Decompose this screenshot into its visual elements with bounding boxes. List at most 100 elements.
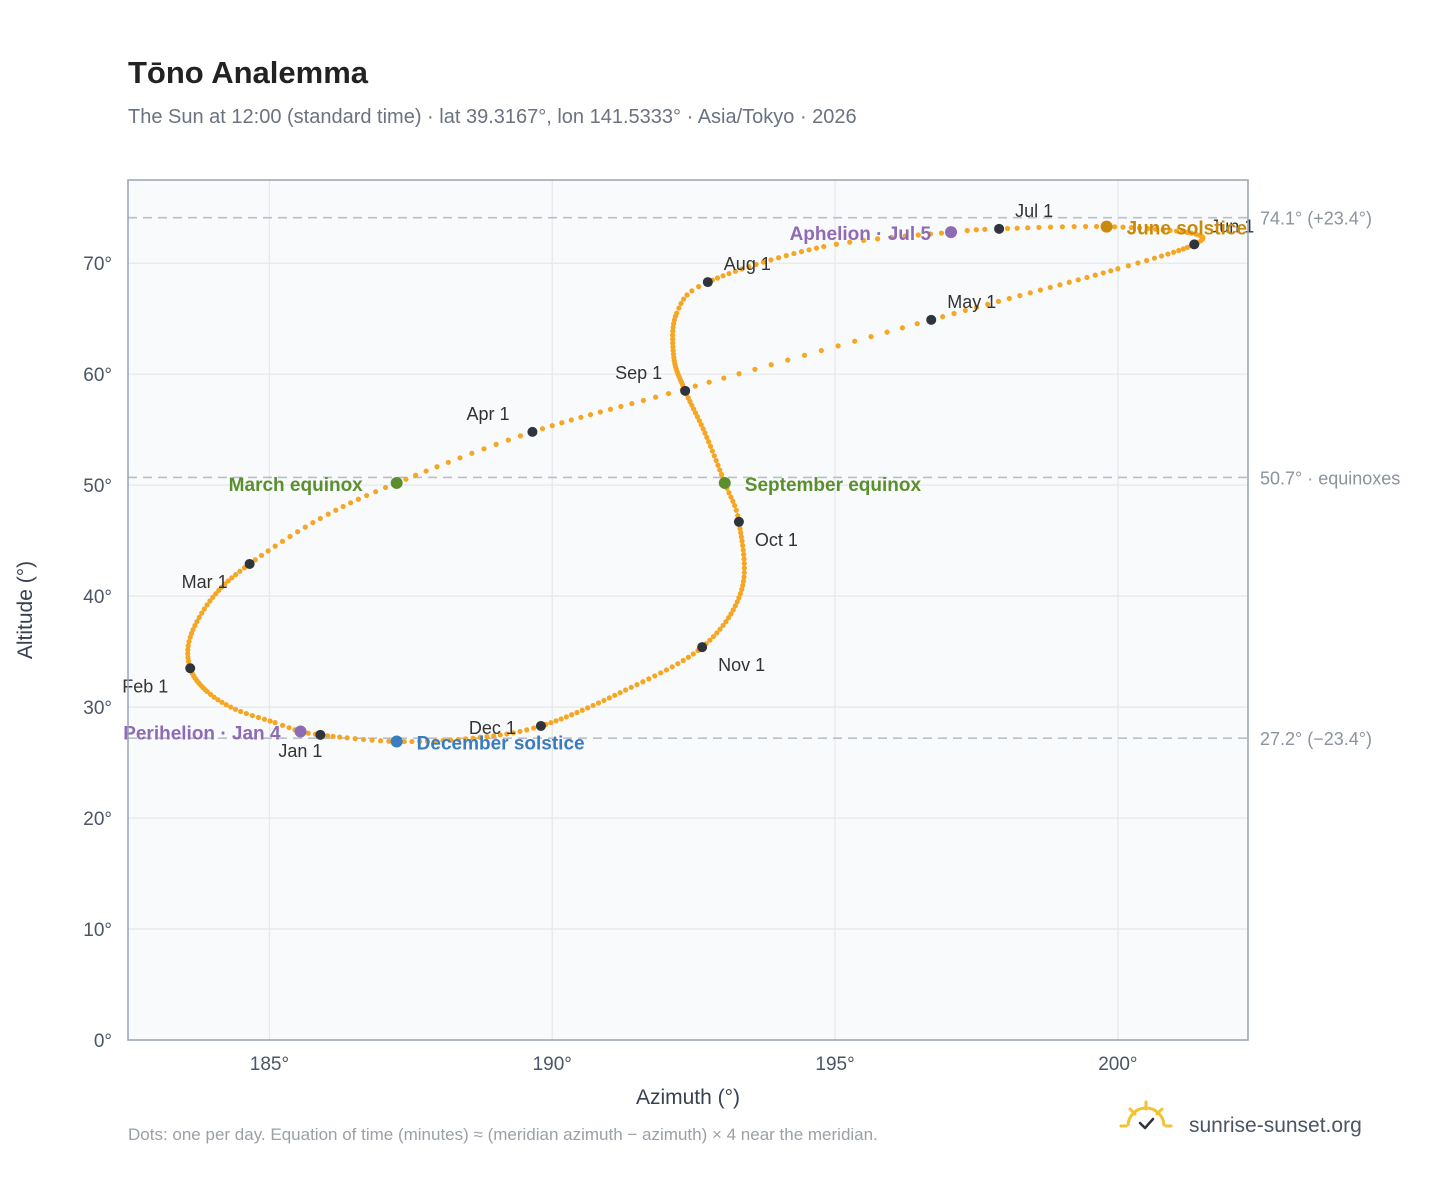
day-dot <box>1112 224 1118 230</box>
day-dot <box>287 533 293 540</box>
y-tick-label: 50° <box>83 476 112 497</box>
day-dot <box>704 434 710 440</box>
day-dot <box>785 357 791 363</box>
day-dot <box>579 707 585 713</box>
month-label: Dec 1 <box>469 718 516 738</box>
day-dot <box>504 731 510 737</box>
day-dot <box>413 472 419 478</box>
day-dot <box>1084 274 1090 281</box>
event-marker <box>390 735 403 748</box>
day-dot <box>434 464 440 470</box>
day-dot <box>680 657 686 664</box>
day-dot <box>670 344 676 350</box>
day-dot <box>670 324 676 330</box>
day-dot <box>713 457 719 464</box>
day-dot <box>505 437 511 443</box>
day-dot <box>417 738 423 745</box>
day-dot <box>463 736 469 742</box>
month-label: Jun 1 <box>1210 216 1254 236</box>
month-label: Aug 1 <box>724 254 771 274</box>
day-dot <box>1025 225 1031 231</box>
day-dot <box>1193 231 1199 237</box>
day-dot <box>1171 249 1177 255</box>
y-axis-label: Altitude (°) <box>14 561 37 659</box>
day-dot <box>470 735 476 741</box>
day-dot <box>706 439 712 445</box>
day-dot <box>723 619 729 625</box>
day-dot <box>726 270 732 277</box>
day-dot <box>1014 225 1020 231</box>
day-dot <box>457 455 463 461</box>
day-dot <box>330 733 336 739</box>
event-label: Perihelion · Jan 4 <box>123 724 281 745</box>
day-dot <box>1006 295 1012 302</box>
x-tick-label: 185° <box>250 1054 289 1075</box>
day-dot <box>680 296 687 302</box>
day-dot <box>618 403 624 410</box>
month-marker <box>926 314 937 325</box>
event-marker <box>945 226 958 239</box>
event-label: June solstice <box>1127 219 1247 240</box>
day-dot <box>455 736 461 743</box>
day-dot <box>670 340 676 346</box>
day-dot <box>559 420 565 426</box>
event-label: December solstice <box>417 733 585 754</box>
day-dot <box>728 611 734 617</box>
day-dot <box>1082 223 1089 230</box>
day-dot <box>775 255 782 261</box>
day-dot <box>746 264 752 270</box>
day-dot <box>670 336 676 342</box>
day-dot <box>852 338 858 344</box>
day-dot <box>1151 255 1158 261</box>
day-dot <box>768 257 774 263</box>
day-dot <box>448 737 454 743</box>
day-dot <box>915 232 921 238</box>
month-label: May 1 <box>947 292 996 312</box>
day-dot <box>717 467 723 473</box>
day-dot <box>737 526 743 532</box>
day-dot <box>201 606 207 612</box>
day-dot <box>199 610 205 616</box>
day-dot <box>597 409 603 415</box>
event-marker <box>718 476 731 489</box>
day-dot <box>740 547 746 553</box>
day-dot <box>738 534 745 540</box>
day-dot <box>578 414 584 420</box>
day-dot <box>548 720 554 726</box>
day-dot <box>714 275 721 281</box>
day-dot <box>325 511 331 517</box>
day-dot <box>973 227 979 233</box>
day-dot <box>185 654 191 661</box>
x-tick-label: 195° <box>815 1054 854 1075</box>
y-tick-label: 20° <box>83 809 112 830</box>
day-dot <box>1059 224 1065 230</box>
day-dot <box>1100 270 1106 276</box>
day-dot <box>510 730 516 736</box>
day-dot <box>634 681 640 688</box>
month-label: Jan 1 <box>278 741 322 761</box>
day-dot <box>718 471 725 478</box>
daily-path <box>185 223 1206 745</box>
day-dot <box>606 695 612 701</box>
day-dot <box>732 603 738 609</box>
day-dot <box>1165 251 1171 257</box>
event-label: March equinox <box>229 475 364 496</box>
day-dot <box>1144 257 1150 264</box>
day-dot <box>1075 277 1081 283</box>
day-dot <box>720 622 726 629</box>
day-dot <box>265 548 271 554</box>
day-dot <box>1120 224 1126 230</box>
day-dot <box>352 736 358 742</box>
day-dot <box>185 651 191 657</box>
day-dot <box>340 503 346 510</box>
day-dot <box>665 390 672 397</box>
day-dot <box>207 598 213 604</box>
day-dot <box>707 637 713 643</box>
day-dot <box>709 448 716 454</box>
day-dot <box>675 661 681 667</box>
day-dot <box>1136 225 1143 231</box>
day-dot <box>558 716 564 722</box>
event-markers: March equinox September equinox June solst… <box>123 219 1247 755</box>
day-dot <box>692 383 698 389</box>
day-dot <box>753 261 759 268</box>
